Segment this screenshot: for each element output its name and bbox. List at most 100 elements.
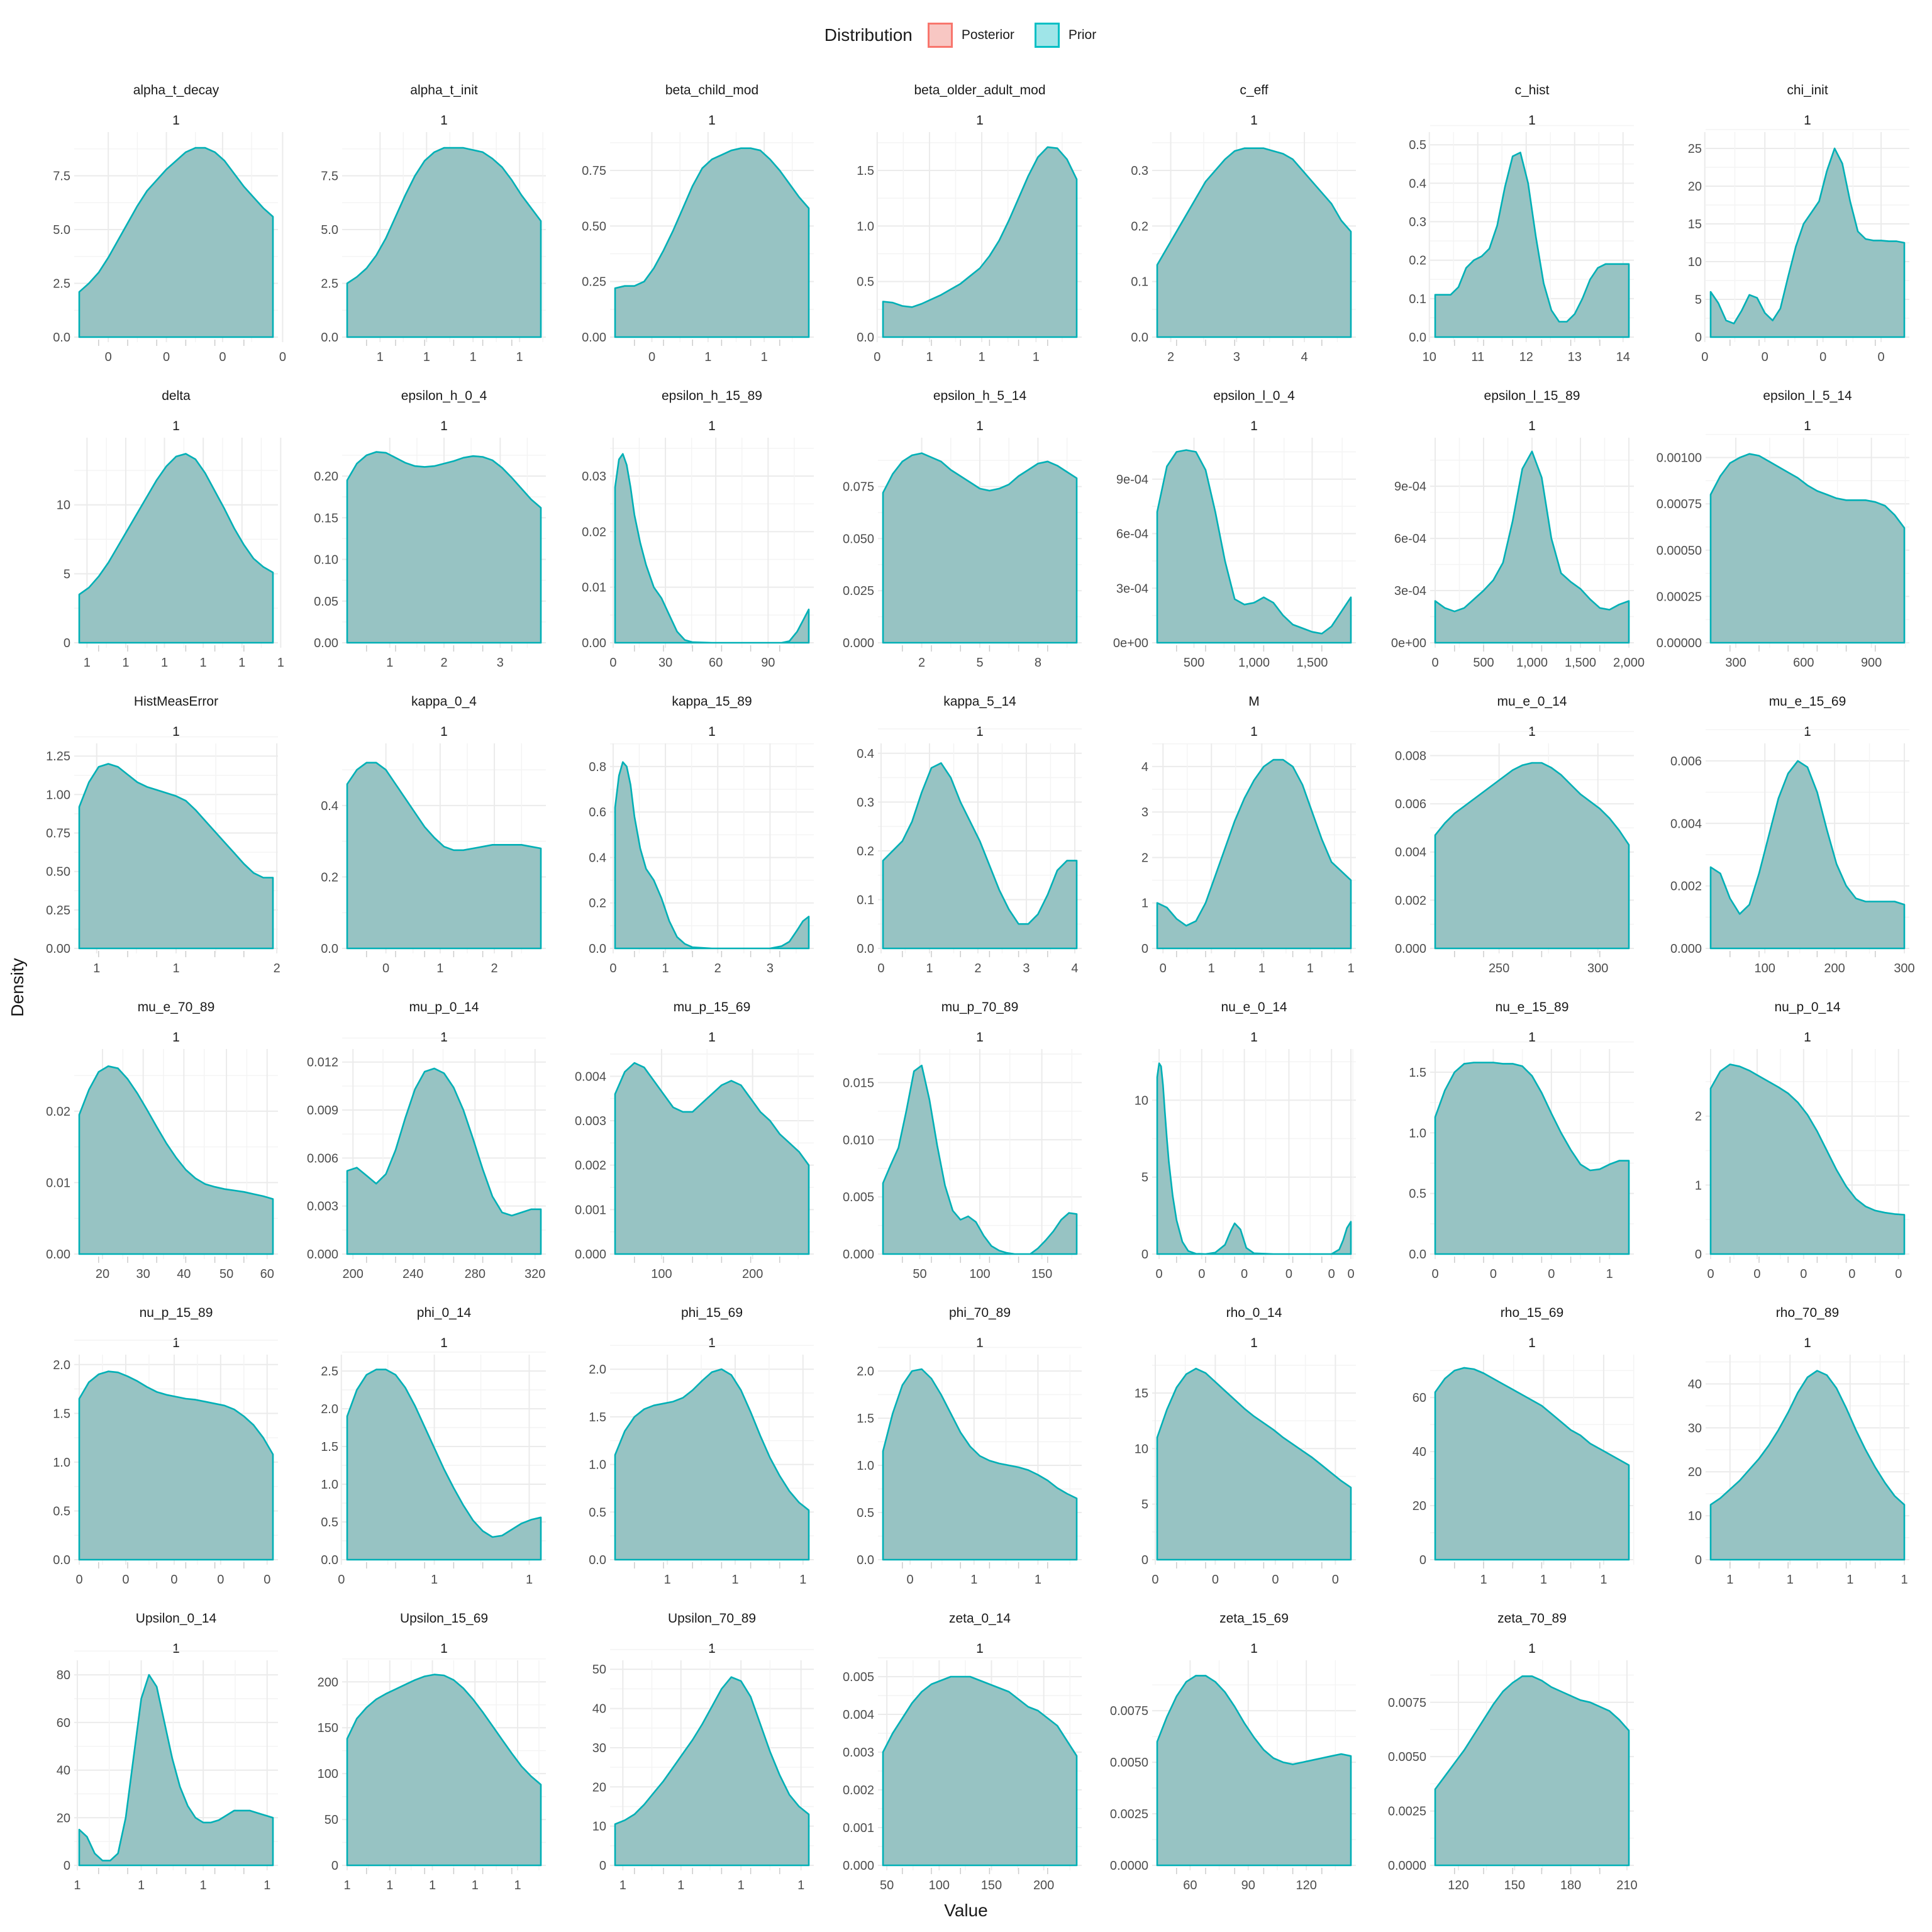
y-tick-label: 0.0 bbox=[589, 942, 606, 956]
x-tick-label: 0 bbox=[1272, 1573, 1279, 1587]
facet-subtitle: 1 bbox=[976, 1336, 984, 1350]
density-area bbox=[346, 1674, 542, 1867]
facet-subtitle: 1 bbox=[1250, 1336, 1258, 1350]
y-tick-label: 20 bbox=[1688, 1465, 1702, 1479]
y-tick-label: 0.003 bbox=[307, 1200, 338, 1214]
density-area bbox=[614, 1676, 810, 1867]
facet-title: nu_e_15_89 bbox=[1496, 1000, 1569, 1014]
legend: Distribution Posterior Prior bbox=[0, 19, 1932, 52]
x-tick-label: 0 bbox=[1431, 656, 1438, 670]
facet-panel: c_eff 1 0.0 0.1 0.2 0.3 2 3 4 bbox=[1131, 83, 1356, 364]
density-area bbox=[882, 146, 1078, 338]
y-tick-label: 1.5 bbox=[53, 1407, 70, 1421]
y-tick-label: 0.009 bbox=[307, 1104, 338, 1118]
facet-title: epsilon_h_0_4 bbox=[401, 389, 487, 403]
facet-subtitle: 1 bbox=[1804, 113, 1811, 128]
y-tick-label: 0.000 bbox=[307, 1248, 338, 1262]
y-tick-label: 5 bbox=[1141, 1498, 1148, 1512]
y-tick-label: 0.000 bbox=[575, 1248, 606, 1262]
x-tick-label: 1 bbox=[1787, 1573, 1794, 1587]
x-tick-label: 0 bbox=[264, 1573, 270, 1587]
y-tick-label: 0.00050 bbox=[1657, 544, 1702, 558]
x-tick-label: 0 bbox=[1877, 350, 1884, 364]
x-tick-label: 1 bbox=[74, 1879, 80, 1892]
facet-title: HistMeasError bbox=[134, 694, 218, 709]
facet-subtitle: 1 bbox=[708, 1641, 716, 1656]
x-tick-label: 0 bbox=[219, 350, 226, 364]
y-tick-label: 9e-04 bbox=[1394, 480, 1426, 494]
density-area bbox=[1709, 453, 1906, 644]
facet-subtitle: 1 bbox=[1250, 419, 1258, 433]
y-tick-label: 0.1 bbox=[1131, 275, 1148, 289]
y-tick-label: 15 bbox=[1688, 218, 1702, 231]
y-tick-label: 0.00025 bbox=[1657, 590, 1702, 604]
facet-title: epsilon_l_0_4 bbox=[1213, 389, 1295, 403]
facet-panel: nu_p_15_89 1 0.0 0.5 1.0 1.5 2.0 0 0 0 0 0 bbox=[53, 1306, 278, 1587]
facet-title: Upsilon_70_89 bbox=[668, 1611, 756, 1626]
x-tick-label: 14 bbox=[1616, 350, 1630, 364]
x-tick-label: 1 bbox=[1846, 1573, 1853, 1587]
facet-subtitle: 1 bbox=[172, 724, 180, 739]
y-tick-label: 1.5 bbox=[589, 1411, 606, 1424]
y-tick-label: 0.004 bbox=[843, 1708, 874, 1722]
x-tick-label: 100 bbox=[1755, 962, 1775, 975]
x-tick-label: 1 bbox=[377, 350, 384, 364]
x-tick-label: 2 bbox=[918, 656, 925, 670]
y-tick-label: 0.006 bbox=[307, 1152, 338, 1165]
facet-title: beta_child_mod bbox=[665, 83, 758, 97]
x-tick-label: 500 bbox=[1184, 656, 1204, 670]
y-tick-label: 0.00 bbox=[582, 636, 606, 650]
facet-panel: kappa_15_89 1 0.0 0.2 0.4 0.6 0.8 0 1 2 3 bbox=[589, 694, 814, 975]
facet-subtitle: 1 bbox=[172, 1336, 180, 1350]
y-tick-label: 0.0 bbox=[321, 942, 338, 956]
y-tick-label: 40 bbox=[592, 1702, 606, 1716]
facet-title: epsilon_l_5_14 bbox=[1763, 389, 1852, 403]
x-tick-label: 30 bbox=[658, 656, 672, 670]
density-area bbox=[882, 1675, 1078, 1867]
density-area bbox=[78, 1370, 274, 1561]
x-tick-label: 13 bbox=[1568, 350, 1582, 364]
y-tick-label: 0.5 bbox=[321, 1516, 338, 1530]
facet-title: mu_e_0_14 bbox=[1497, 694, 1567, 709]
x-tick-label: 1 bbox=[1347, 962, 1354, 975]
y-tick-label: 0.006 bbox=[1670, 755, 1702, 769]
x-tick-label: 10 bbox=[1423, 350, 1436, 364]
facet-subtitle: 1 bbox=[440, 1030, 448, 1045]
y-tick-label: 0.004 bbox=[575, 1070, 606, 1084]
density-area bbox=[614, 453, 810, 644]
x-tick-label: 12 bbox=[1519, 350, 1533, 364]
x-tick-label: 180 bbox=[1560, 1879, 1581, 1892]
y-tick-label: 1.0 bbox=[857, 219, 874, 233]
x-tick-label: 1 bbox=[138, 1879, 145, 1892]
facet-title: c_hist bbox=[1515, 83, 1550, 97]
y-tick-label: 0.50 bbox=[582, 219, 606, 233]
legend-label-prior: Prior bbox=[1068, 28, 1097, 42]
density-area bbox=[1709, 1063, 1906, 1255]
density-area bbox=[1156, 1675, 1352, 1867]
facet-subtitle: 1 bbox=[708, 724, 716, 739]
facet-subtitle: 1 bbox=[1528, 419, 1536, 433]
density-area bbox=[346, 147, 542, 338]
x-tick-label: 3 bbox=[767, 962, 774, 975]
y-tick-label: 0.00 bbox=[582, 331, 606, 345]
x-tick-label: 1,000 bbox=[1516, 656, 1548, 670]
x-tick-label: 11 bbox=[1471, 350, 1484, 364]
y-tick-label: 15 bbox=[1135, 1387, 1148, 1401]
y-tick-label: 50 bbox=[325, 1813, 338, 1827]
facet-panel: epsilon_l_0_4 1 0e+00 3e-04 6e-04 9e-04 500 1,0… bbox=[1113, 389, 1356, 670]
y-tick-label: 6e-04 bbox=[1116, 528, 1148, 541]
x-tick-label: 0 bbox=[1198, 1267, 1205, 1281]
legend-key-posterior bbox=[927, 23, 953, 48]
x-tick-label: 1 bbox=[979, 350, 985, 364]
density-area bbox=[346, 1067, 542, 1255]
x-tick-label: 2 bbox=[1167, 350, 1174, 364]
facet-panel: mu_p_0_14 1 0.000 0.003 0.006 0.009 0.012 200 24… bbox=[307, 1000, 546, 1281]
y-tick-label: 3 bbox=[1141, 806, 1148, 819]
density-area bbox=[614, 1062, 810, 1255]
y-tick-label: 5 bbox=[1141, 1171, 1148, 1185]
y-tick-label: 10 bbox=[57, 499, 70, 513]
